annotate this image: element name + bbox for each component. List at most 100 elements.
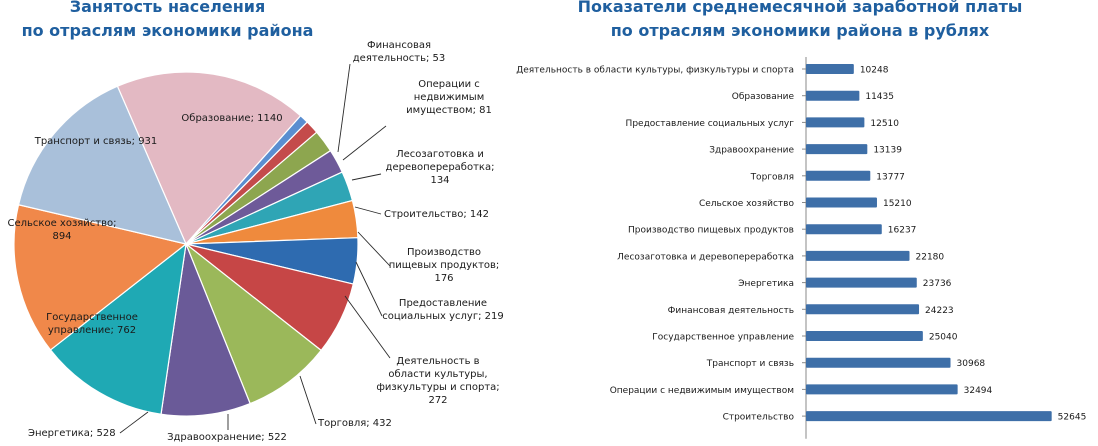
bar-category-label: Производство пищевых продуктов bbox=[628, 226, 794, 236]
bar-value-label: 30968 bbox=[957, 359, 986, 369]
pie-slice-энергетика bbox=[160, 241, 251, 417]
pie-label-операции-с-недвижимым-имуществом: Операции с недвижимым имуществом; 81 bbox=[406, 79, 492, 116]
pie-chart: Образование; 1140 Финансовая деятельность;… bbox=[8, 40, 504, 443]
bar-category-label: Сельское хозяйство bbox=[699, 199, 795, 209]
bar-value-label: 24223 bbox=[925, 306, 954, 316]
pie-leader-line bbox=[355, 261, 383, 317]
pie-label-line: Лесозаготовка и bbox=[396, 149, 484, 160]
pie-leader-line bbox=[119, 411, 149, 434]
pie-slice-здравоохранение bbox=[184, 242, 322, 405]
pie-label-предоставление-социальных-услуг: Предоставление социальных услуг; 219 bbox=[382, 298, 503, 322]
bar-строительство bbox=[806, 411, 1052, 422]
bar-category-label: Финансовая деятельность bbox=[668, 306, 794, 316]
pie-label-line: Предоставление bbox=[399, 298, 487, 309]
pie-title-line-1: Занятость населения bbox=[69, 0, 266, 16]
bar-value-label: 25040 bbox=[929, 333, 958, 343]
pie-label-line: области культуры, bbox=[388, 369, 487, 380]
bar-торговля bbox=[806, 170, 871, 181]
bar-value-labels: 10248 11435 12510 13139 13777 15210 16237 22180… bbox=[860, 66, 1086, 423]
bar-category-label: Здравоохранение bbox=[709, 146, 794, 156]
bar-здравоохранение bbox=[806, 144, 868, 155]
pie-slice-государственное-управление bbox=[49, 242, 187, 415]
bar-транспорт-и-связь bbox=[806, 357, 951, 368]
bar-category-label: Операции с недвижимым имуществом bbox=[610, 386, 794, 396]
bar-value-label: 10248 bbox=[860, 66, 889, 76]
pie-slice-образование bbox=[116, 71, 302, 246]
pie-label-строительство: Строительство; 142 bbox=[384, 209, 489, 220]
pie-label-line: Строительство; 142 bbox=[384, 209, 489, 220]
pie-label-line: Производство bbox=[407, 247, 481, 258]
pie-label-line: управление; 762 bbox=[48, 325, 136, 336]
bar-образование bbox=[806, 90, 860, 101]
pie-label-line: Здравоохранение; 522 bbox=[167, 432, 287, 443]
bar-category-label: Образование bbox=[732, 92, 795, 102]
bar-деятельность-в-области-культуры-физкультуры-и-спорта bbox=[806, 64, 854, 74]
bar-value-label: 52645 bbox=[1058, 413, 1087, 423]
bar-category-label: Строительство bbox=[723, 413, 795, 423]
pie-leader-line bbox=[351, 173, 382, 181]
bar-value-label: 13139 bbox=[873, 146, 902, 156]
pie-label-line: 176 bbox=[434, 273, 453, 284]
pie-label-line: Сельское хозяйство; bbox=[8, 218, 117, 229]
pie-leader-line bbox=[299, 375, 317, 425]
bar-value-label: 15210 bbox=[883, 199, 912, 209]
pie-leader-line bbox=[354, 206, 382, 215]
bar-value-label: 32494 bbox=[964, 386, 993, 396]
bar-value-label: 16237 bbox=[888, 226, 917, 236]
pie-label-line: Образование; 1140 bbox=[181, 113, 282, 124]
pie-title-line-2: по отраслям экономики района bbox=[21, 21, 314, 40]
pie-label-line: 272 bbox=[428, 395, 447, 406]
bar-title-line-1: Показатели среднемесячной заработной пла… bbox=[577, 0, 1023, 16]
bar-операции-с-недвижимым-имуществом bbox=[806, 384, 958, 395]
bar-value-label: 12510 bbox=[870, 119, 899, 129]
bar-category-labels: Деятельность в области культуры, физкуль… bbox=[516, 66, 794, 423]
pie-label-line: деятельность; 53 bbox=[353, 53, 446, 64]
bar-финансовая-деятельность bbox=[806, 304, 920, 315]
pie-label-транспорт-и-связь: Транспорт и связь; 931 bbox=[34, 136, 158, 147]
bar-производство-пищевых-продуктов bbox=[806, 224, 882, 235]
pie-label-line: деревопереработка; bbox=[386, 162, 495, 173]
pie-label-производство-пищевых-продуктов: Производство пищевых продуктов; 176 bbox=[389, 247, 500, 284]
pie-label-line: 134 bbox=[430, 175, 449, 186]
pie-labels: Образование; 1140 Финансовая деятельность;… bbox=[8, 40, 504, 443]
pie-slices bbox=[13, 71, 359, 417]
bar-value-label: 23736 bbox=[923, 279, 952, 289]
pie-label-здравоохранение: Здравоохранение; 522 bbox=[167, 432, 287, 443]
pie-leader-line bbox=[344, 295, 391, 359]
pie-label-line: Энергетика; 528 bbox=[28, 428, 116, 439]
pie-label-line: Государственное bbox=[46, 312, 138, 323]
pie-label-line: Торговля; 432 bbox=[317, 418, 392, 429]
bar-category-label: Предоставление социальных услуг bbox=[626, 119, 795, 129]
pie-label-торговля: Торговля; 432 bbox=[317, 418, 392, 429]
bar-value-label: 13777 bbox=[876, 172, 905, 182]
pie-slice-сельское-хозяйство bbox=[13, 204, 188, 351]
bar-государственное-управление bbox=[806, 331, 923, 341]
bar-энергетика bbox=[806, 277, 917, 288]
pie-chart-title: Занятость населения по отраслям экономик… bbox=[0, 0, 335, 43]
pie-label-line: Транспорт и связь; 931 bbox=[34, 136, 158, 147]
pie-label-line: имуществом; 81 bbox=[406, 105, 492, 116]
bar-лесозаготовка-и-деревопереработка bbox=[806, 250, 910, 261]
pie-label-line: Операции с bbox=[418, 79, 480, 90]
pie-label-line: 894 bbox=[52, 231, 71, 242]
bar-category-label: Транспорт и связь bbox=[706, 359, 794, 369]
pie-label-line: недвижимым bbox=[414, 92, 485, 103]
pie-label-деятельность-в-области-культуры-физкультуры-и-спорта: Деятельность в области культуры, физкульту… bbox=[376, 356, 499, 406]
pie-label-line: физкультуры и спорта; bbox=[376, 382, 499, 393]
bar-category-label: Деятельность в области культуры, физкуль… bbox=[516, 66, 794, 76]
bar-category-label: Лесозаготовка и деревопереработка bbox=[617, 252, 794, 262]
pie-label-line: Финансовая bbox=[367, 40, 431, 51]
pie-leader-line bbox=[337, 63, 351, 153]
bar-axis bbox=[802, 57, 807, 439]
pie-label-line: пищевых продуктов; bbox=[389, 260, 500, 271]
bar-category-label: Государственное управление bbox=[652, 333, 794, 343]
pie-label-образование: Образование; 1140 bbox=[181, 113, 282, 124]
bar-series bbox=[806, 64, 1052, 422]
pie-label-сельское-хозяйство: Сельское хозяйство; 894 bbox=[8, 218, 117, 242]
pie-label-line: Деятельность в bbox=[396, 356, 479, 367]
bar-value-label: 22180 bbox=[916, 252, 945, 262]
bar-chart: Деятельность в области культуры, физкуль… bbox=[516, 57, 1086, 439]
bar-сельское-хозяйство bbox=[806, 197, 877, 208]
pie-slice-транспорт-и-связь bbox=[17, 85, 188, 245]
